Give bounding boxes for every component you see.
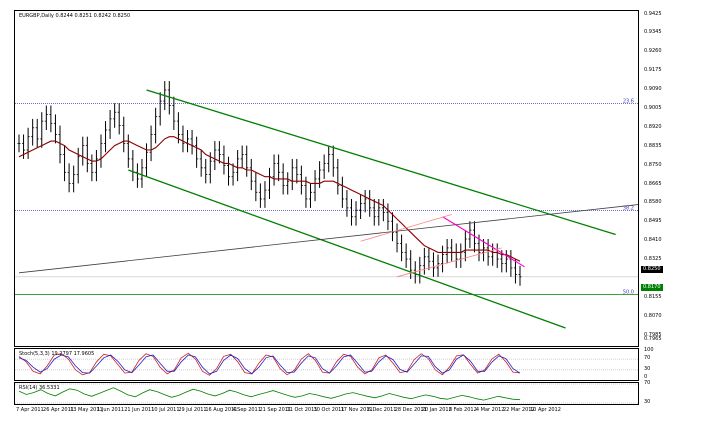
time-axis-tick: 10 Jul 2011 <box>151 407 180 413</box>
long-trend-line <box>18 204 638 274</box>
time-axis-tick: 11 Oct 2011 <box>286 407 318 413</box>
price-axis-tick: 0.8495 <box>644 218 662 225</box>
rsi-pane[interactable]: RSI(14) 36.5331 <box>14 382 639 405</box>
time-axis-tick: 10 Apr 2012 <box>530 407 561 413</box>
time-axis-tick: 7 Apr 2011 <box>16 407 44 413</box>
price-chart-svg[interactable]: 23.6 38.2 50.0 <box>15 11 638 346</box>
current-price-label: 0.8250 <box>641 266 663 273</box>
time-axis-tick: 29 Jul 2011 <box>178 407 207 413</box>
stochastic-main-line <box>18 352 521 376</box>
time-axis-tick: 21 Sep 2011 <box>259 407 292 413</box>
channel-lower-line <box>128 169 566 329</box>
price-bars <box>17 81 522 286</box>
price-axis-tick: 0.8325 <box>644 256 662 263</box>
price-axis-tick: 0.7965 <box>644 336 662 343</box>
price-axis-tick: 0.9425 <box>644 11 662 18</box>
price-axis-tick: 0.8580 <box>644 199 662 206</box>
time-axis-tick: 22 Mar 2012 <box>502 407 535 413</box>
pink-resistance-line <box>442 216 525 268</box>
time-axis-tick: 8 Feb 2012 <box>448 407 477 413</box>
fibo-level-label: 50.0 <box>623 290 634 296</box>
rsi-line <box>18 387 521 401</box>
rsi-axis-tick: 30 <box>644 399 651 405</box>
time-axis-tick: 16 Aug 2011 <box>205 407 238 413</box>
stochastic-signal-line <box>18 354 521 375</box>
time-axis-tick: 26 Apr 2011 <box>43 407 74 413</box>
price-axis-tick: 0.9005 <box>644 104 662 111</box>
time-axis-tick: 4 Mar 2012 <box>475 407 505 413</box>
rsi-title: RSI(14) 36.5331 <box>19 385 60 391</box>
price-chart-pane[interactable]: 23.6 38.2 50.0 EURGBP,Daily 0.8244 0.8251 … <box>14 10 639 347</box>
price-axis-tick: 0.9175 <box>644 67 662 74</box>
fibo-50-price-label: 0.8170 <box>641 284 663 291</box>
stochastic-title: Stoch(5,3,3) 19.2797 17.9605 <box>19 351 95 357</box>
price-axis-tick: 0.8155 <box>644 293 662 300</box>
stochastic-pane[interactable]: Stoch(5,3,3) 19.2797 17.9605 <box>14 348 639 381</box>
price-axis-tick: 0.8920 <box>644 123 662 130</box>
price-axis-tick: 0.9260 <box>644 48 662 55</box>
fibo-level-label: 23.6 <box>623 99 634 105</box>
rsi-axis-tick: 70 <box>644 380 651 386</box>
rsi-svg[interactable] <box>15 383 638 404</box>
price-axis-tick: 0.8750 <box>644 161 662 168</box>
stochastic-axis-tick: 30 <box>644 365 651 372</box>
price-axis-tick: 0.7985 <box>644 331 662 338</box>
time-axis-tick: 20 Jan 2012 <box>421 407 452 413</box>
time-axis-tick: 1 Jun 2011 <box>97 407 125 413</box>
flag-upper-line <box>360 214 452 242</box>
time-axis-tick: 13 May 2011 <box>70 407 103 413</box>
time-axis-tick: 4 Sep 2011 <box>232 407 261 413</box>
chart-title: EURGBP,Daily 0.8244 0.8251 0.8242 0.8250 <box>19 13 131 19</box>
price-axis-tick: 0.8665 <box>644 180 662 187</box>
time-axis-tick: 17 Nov 2011 <box>340 407 373 413</box>
price-axis-tick: 0.8070 <box>644 312 662 319</box>
flag-lower-line <box>396 247 502 278</box>
price-axis-tick: 0.9345 <box>644 29 662 36</box>
moving-average-line <box>18 136 521 262</box>
price-axis-tick: 0.9090 <box>644 85 662 92</box>
time-axis-tick: 21 Jun 2011 <box>124 407 155 413</box>
stochastic-axis-tick: 70 <box>644 355 651 362</box>
time-axis-tick: 28 Dec 2011 <box>394 407 427 413</box>
channel-upper-line <box>146 89 616 236</box>
price-axis-tick: 0.8410 <box>644 237 662 244</box>
time-axis-tick: 6 Dec 2011 <box>367 407 397 413</box>
stochastic-axis-tick: 0 <box>644 374 648 380</box>
stochastic-axis-tick: 100 <box>644 347 654 353</box>
price-axis-tick: 0.8835 <box>644 142 662 149</box>
time-axis-tick: 30 Oct 2011 <box>313 407 345 413</box>
stochastic-svg[interactable] <box>15 349 638 380</box>
fibo-level-label: 38.2 <box>623 206 634 212</box>
